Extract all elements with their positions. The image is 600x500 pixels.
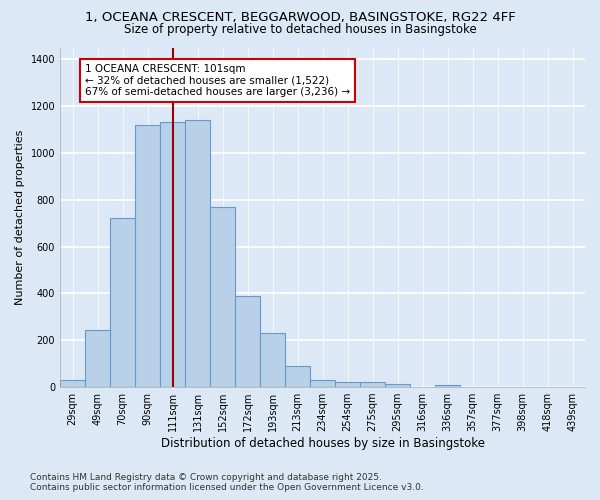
Bar [110,218,135,387]
Bar [235,296,260,387]
Bar [335,382,360,387]
Bar [85,330,110,387]
Bar [210,207,235,387]
Bar [360,382,385,387]
Bar [60,380,85,387]
Bar [285,366,310,387]
Bar [435,385,460,387]
X-axis label: Distribution of detached houses by size in Basingstoke: Distribution of detached houses by size … [161,437,485,450]
Y-axis label: Number of detached properties: Number of detached properties [15,130,25,305]
Bar [135,125,160,387]
Text: Size of property relative to detached houses in Basingstoke: Size of property relative to detached ho… [124,22,476,36]
Text: Contains HM Land Registry data © Crown copyright and database right 2025.
Contai: Contains HM Land Registry data © Crown c… [30,473,424,492]
Text: 1 OCEANA CRESCENT: 101sqm
← 32% of detached houses are smaller (1,522)
67% of se: 1 OCEANA CRESCENT: 101sqm ← 32% of detac… [85,64,350,97]
Text: 1, OCEANA CRESCENT, BEGGARWOOD, BASINGSTOKE, RG22 4FF: 1, OCEANA CRESCENT, BEGGARWOOD, BASINGST… [85,11,515,24]
Bar [160,122,185,387]
Bar [385,384,410,387]
Bar [310,380,335,387]
Bar [185,120,210,387]
Bar [260,333,285,387]
